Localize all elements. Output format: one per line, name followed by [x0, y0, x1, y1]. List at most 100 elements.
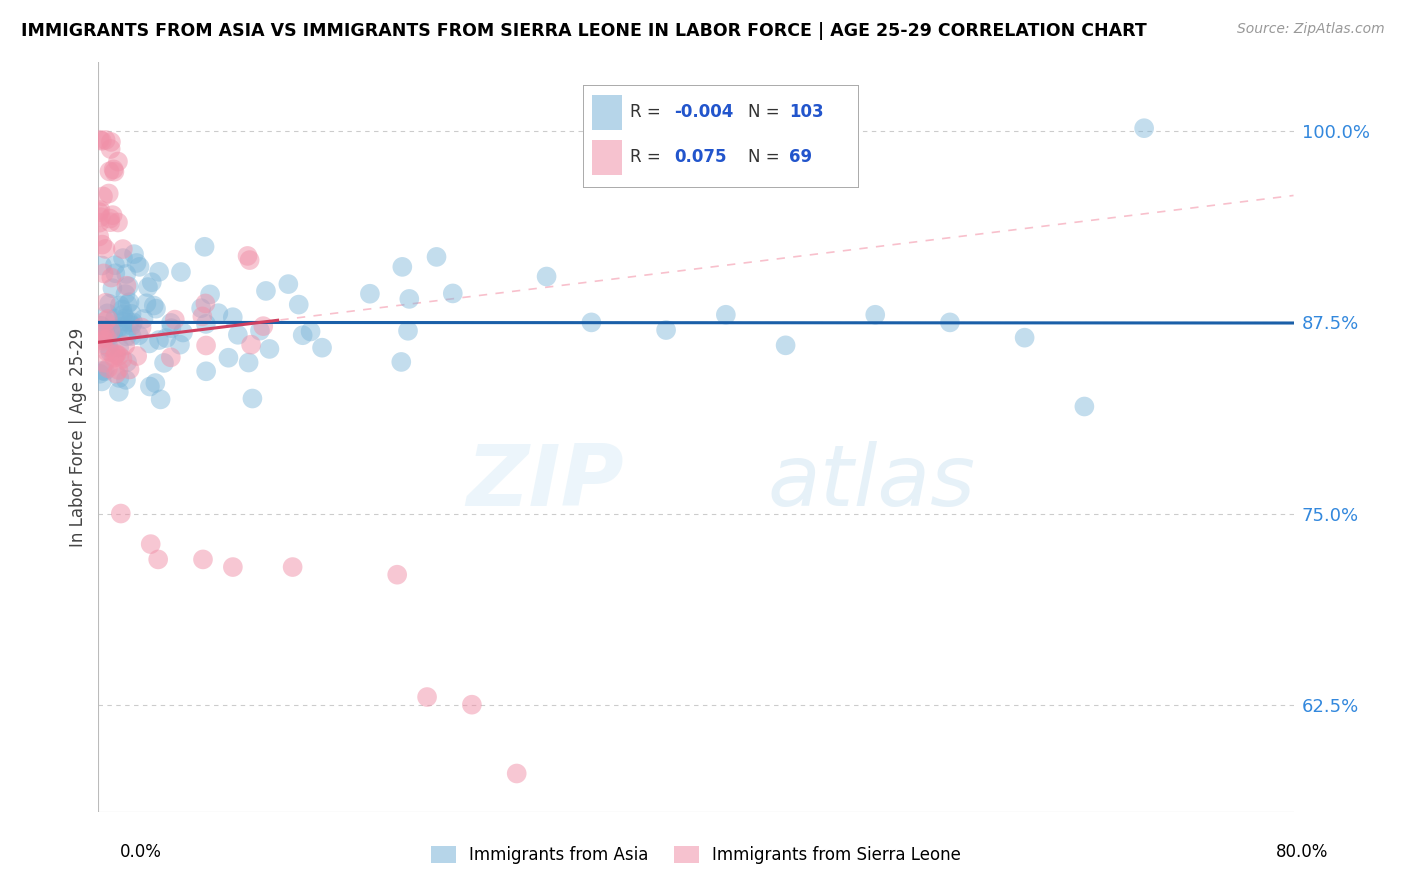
Point	[97, 361, 120, 376]
Point	[169, 337, 191, 351]
Point	[103, 351, 125, 365]
Point	[136, 280, 159, 294]
Point	[128, 328, 150, 343]
Point	[100, 345, 122, 359]
Point	[259, 342, 281, 356]
Point	[198, 287, 221, 301]
Point	[91, 259, 114, 273]
Point	[111, 251, 134, 265]
Point	[97, 340, 120, 354]
Point	[163, 312, 186, 326]
Point	[153, 356, 176, 370]
Point	[195, 364, 218, 378]
Point	[90, 210, 112, 224]
Point	[110, 507, 132, 521]
Point	[93, 326, 115, 340]
Point	[112, 314, 135, 328]
Point	[89, 205, 111, 219]
Point	[100, 323, 122, 337]
Point	[277, 277, 299, 291]
Point	[138, 336, 160, 351]
Point	[89, 216, 111, 230]
Point	[115, 373, 138, 387]
Point	[865, 308, 887, 322]
Point	[89, 203, 111, 218]
Text: ZIP: ZIP	[467, 441, 624, 524]
Point	[398, 292, 420, 306]
Text: N =: N =	[748, 103, 785, 121]
Point	[939, 315, 962, 329]
Point	[122, 315, 145, 329]
Point	[536, 269, 558, 284]
Point	[389, 355, 412, 369]
Text: R =: R =	[630, 103, 666, 121]
Point	[89, 133, 111, 147]
Text: -0.004: -0.004	[673, 103, 734, 121]
Text: R =: R =	[630, 148, 666, 166]
Point	[96, 332, 118, 346]
Point	[89, 326, 111, 340]
Point	[194, 317, 217, 331]
Point	[94, 242, 117, 256]
Point	[1073, 400, 1095, 414]
Point	[145, 301, 167, 316]
Point	[111, 319, 134, 334]
Point	[90, 375, 112, 389]
Point	[114, 338, 136, 352]
Point	[249, 324, 271, 338]
Point	[125, 256, 148, 270]
Point	[194, 240, 217, 254]
Text: 80.0%: 80.0%	[1277, 843, 1329, 861]
Point	[148, 333, 170, 347]
Point	[1133, 121, 1156, 136]
Point	[359, 286, 381, 301]
Point	[101, 281, 124, 295]
Point	[94, 295, 117, 310]
Point	[100, 270, 122, 285]
Point	[287, 297, 309, 311]
Point	[98, 215, 121, 229]
Point	[100, 135, 122, 149]
Point	[115, 355, 138, 369]
Point	[111, 351, 134, 366]
Point	[108, 384, 131, 399]
Point	[103, 162, 125, 177]
Point	[94, 314, 117, 328]
Point	[103, 164, 125, 178]
Point	[89, 367, 111, 381]
Point	[149, 392, 172, 407]
Point	[391, 260, 413, 274]
Point	[107, 321, 129, 335]
Point	[118, 315, 141, 329]
Point	[89, 229, 111, 244]
Point	[108, 341, 131, 355]
Text: 103: 103	[789, 103, 824, 121]
Point	[172, 326, 194, 340]
Point	[139, 537, 162, 551]
Point	[104, 266, 127, 280]
Point	[91, 189, 114, 203]
Y-axis label: In Labor Force | Age 25-29: In Labor Force | Age 25-29	[69, 327, 87, 547]
Point	[103, 324, 125, 338]
Point	[100, 142, 122, 156]
Legend: Immigrants from Asia, Immigrants from Sierra Leone: Immigrants from Asia, Immigrants from Si…	[425, 839, 967, 871]
Point	[160, 321, 183, 335]
Point	[114, 311, 136, 326]
Point	[118, 295, 141, 310]
Point	[581, 315, 603, 329]
Text: 0.0%: 0.0%	[120, 843, 162, 861]
Point	[1014, 331, 1036, 345]
Point	[94, 364, 117, 378]
Point	[114, 287, 136, 301]
Point	[416, 690, 439, 704]
Point	[775, 338, 797, 352]
Point	[91, 364, 114, 378]
Point	[132, 312, 155, 326]
Point	[91, 337, 114, 351]
Point	[160, 316, 183, 330]
Point	[93, 334, 115, 348]
Point	[385, 567, 409, 582]
Point	[127, 349, 149, 363]
Point	[131, 320, 153, 334]
Point	[311, 341, 333, 355]
